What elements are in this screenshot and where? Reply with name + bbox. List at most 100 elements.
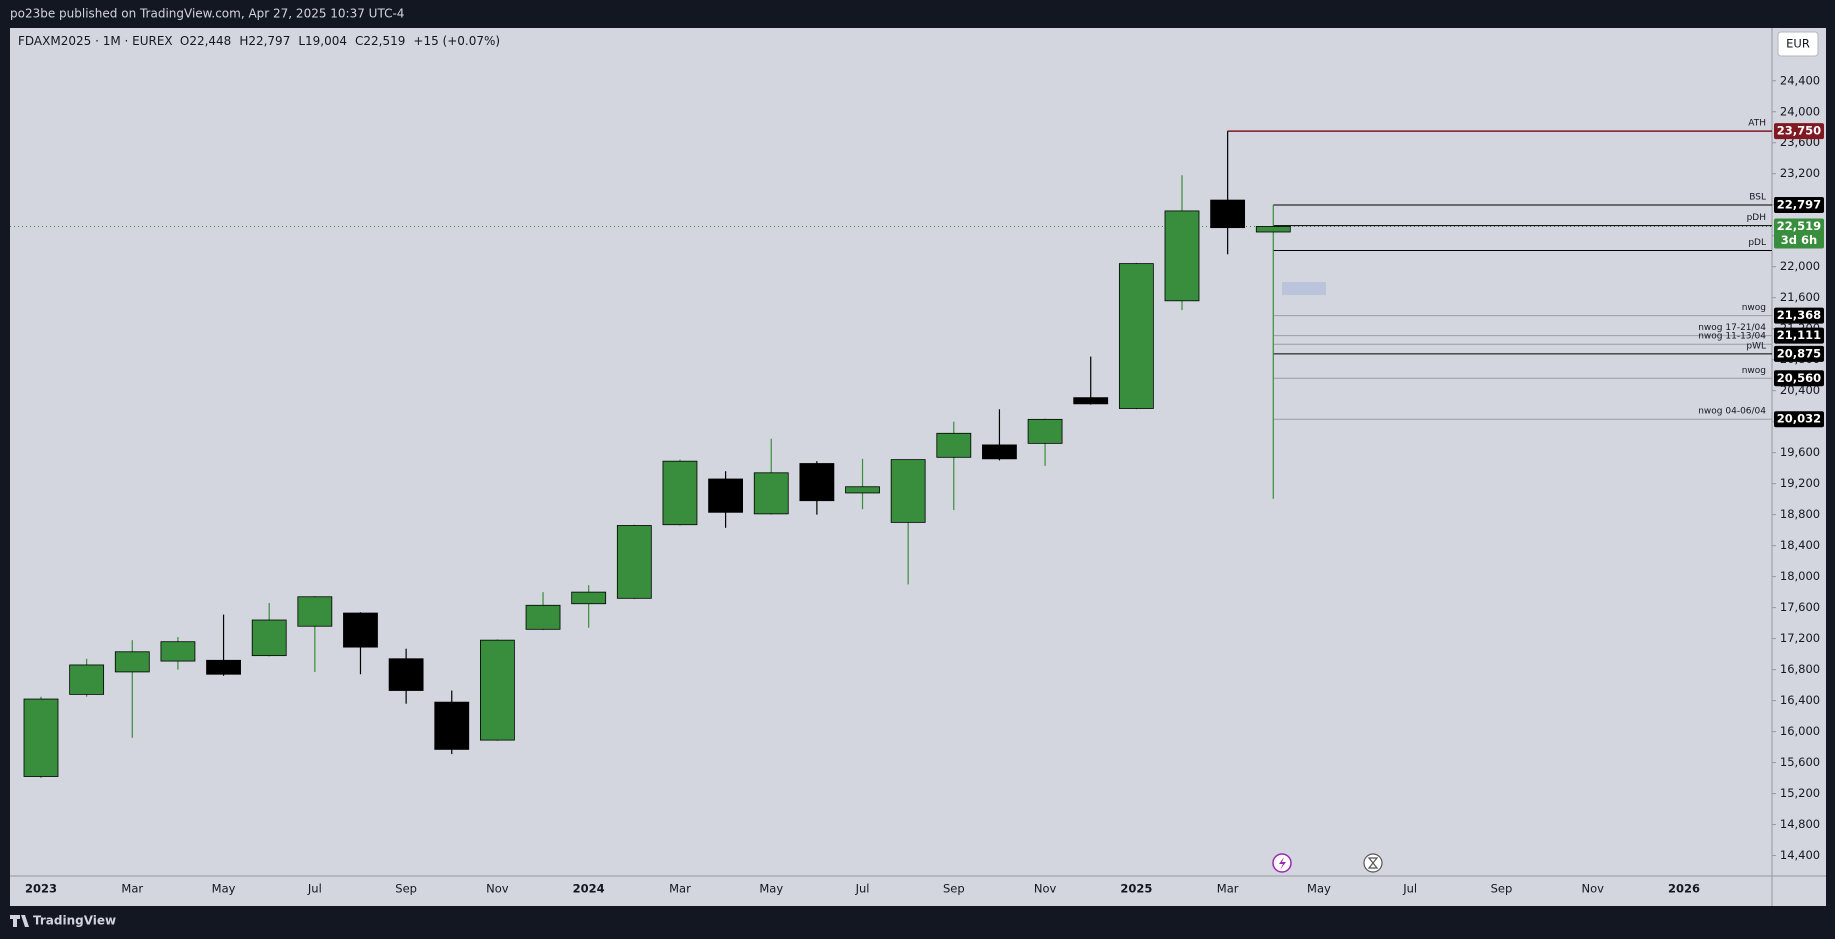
y-tick-label: 22,000 bbox=[1780, 259, 1820, 273]
candle-body bbox=[571, 591, 607, 605]
y-tick-label: 19,600 bbox=[1780, 445, 1820, 459]
x-tick-label: Mar bbox=[669, 882, 691, 896]
x-tick-label: Nov bbox=[1034, 882, 1057, 896]
level-label: nwog bbox=[1742, 366, 1766, 376]
x-tick-label: Mar bbox=[1217, 882, 1239, 896]
candle-body bbox=[160, 641, 196, 662]
level-label: nwog 17-21/04 bbox=[1698, 323, 1766, 333]
y-tick-label: 14,800 bbox=[1780, 817, 1820, 831]
x-tick-label: 2025 bbox=[1120, 882, 1152, 896]
last-price-tag bbox=[1774, 218, 1824, 249]
level-label: pDL bbox=[1748, 238, 1766, 248]
y-tick-label: 20,400 bbox=[1780, 383, 1820, 397]
level-label: pWL bbox=[1746, 341, 1766, 351]
ohlc-value: O22,448 bbox=[180, 34, 231, 48]
x-tick-label: 2026 bbox=[1668, 882, 1700, 896]
symbol-header: FDAXM2025 · 1M · EUREX O22,448 H22,797 L19,… bbox=[18, 34, 500, 48]
level-label: nwog bbox=[1742, 303, 1766, 313]
ohlc-value: H22,797 bbox=[239, 34, 290, 48]
candle-body bbox=[1164, 210, 1200, 302]
x-tick-label: Jul bbox=[307, 882, 322, 896]
candle-body bbox=[23, 698, 59, 777]
candle-body bbox=[434, 701, 470, 750]
candle-body bbox=[479, 639, 515, 741]
candle-body bbox=[251, 619, 287, 657]
currency-button[interactable] bbox=[1777, 31, 1819, 57]
price-tag-label: 21,111 bbox=[1777, 328, 1821, 342]
y-tick-label: 15,600 bbox=[1780, 755, 1820, 769]
y-tick-label: 18,800 bbox=[1780, 507, 1820, 521]
y-tick-label: 16,000 bbox=[1780, 724, 1820, 738]
top-bar bbox=[0, 0, 1835, 28]
y-tick-label: 17,600 bbox=[1780, 600, 1820, 614]
price-tag-label: 20,560 bbox=[1777, 371, 1821, 385]
x-tick-label: Nov bbox=[486, 882, 509, 896]
candle-body bbox=[388, 658, 424, 691]
candle-body bbox=[1255, 226, 1291, 233]
x-tick-label: Jul bbox=[1402, 882, 1417, 896]
x-tick-label: May bbox=[759, 882, 783, 896]
candle-body bbox=[69, 664, 105, 695]
candle-body bbox=[114, 651, 150, 673]
y-tick-label: 23,200 bbox=[1780, 166, 1820, 180]
ohlc-value: L19,004 bbox=[298, 34, 347, 48]
y-tick-label: 24,000 bbox=[1780, 104, 1820, 118]
shaded-zone bbox=[1282, 282, 1326, 295]
x-tick-label: Sep bbox=[1491, 882, 1513, 896]
x-tick-label: Sep bbox=[943, 882, 965, 896]
publisher-text: po23be published on TradingView.com, Apr… bbox=[10, 7, 404, 21]
lightning-glyph bbox=[1279, 857, 1286, 870]
level-label: ATH bbox=[1748, 119, 1766, 129]
x-tick-label: Mar bbox=[121, 882, 143, 896]
price-tag bbox=[1774, 123, 1824, 140]
price-tag bbox=[1774, 307, 1824, 324]
candle-body bbox=[1027, 418, 1063, 444]
candle-body bbox=[936, 432, 972, 458]
ohlc-value: +15 (+0.07%) bbox=[413, 34, 500, 48]
candle-body bbox=[890, 459, 926, 523]
candle-body bbox=[662, 460, 698, 526]
x-tick-label: May bbox=[212, 882, 236, 896]
candle-body bbox=[1118, 263, 1154, 409]
candle-body bbox=[708, 478, 743, 513]
x-tick-label: Jul bbox=[855, 882, 870, 896]
candle-body bbox=[206, 659, 241, 675]
y-tick-label: 16,800 bbox=[1780, 662, 1820, 676]
level-label: pDH bbox=[1747, 213, 1766, 223]
price-tag bbox=[1774, 327, 1824, 344]
candle-body bbox=[753, 472, 789, 515]
candle-body bbox=[616, 525, 652, 599]
candle-body bbox=[982, 444, 1017, 460]
x-tick-label: Nov bbox=[1582, 882, 1605, 896]
currency-label: EUR bbox=[1786, 37, 1810, 51]
candle-body bbox=[799, 463, 835, 502]
y-tick-label: 18,400 bbox=[1780, 538, 1820, 552]
hourglass-glyph bbox=[1367, 857, 1379, 869]
price-tag-label: 20,875 bbox=[1777, 346, 1821, 360]
x-tick-label: 2024 bbox=[573, 882, 605, 896]
symbol-title: FDAXM2025 · 1M · EUREX bbox=[18, 34, 172, 48]
level-label: nwog 04-06/04 bbox=[1698, 407, 1766, 417]
level-label: BSL bbox=[1749, 192, 1766, 202]
bottom-bar bbox=[0, 906, 1835, 939]
candle-body bbox=[1073, 397, 1109, 405]
y-tick-label: 19,200 bbox=[1780, 476, 1820, 490]
x-tick-label: Sep bbox=[395, 882, 417, 896]
price-tag-label: 23,750 bbox=[1777, 124, 1821, 138]
brand-text: TradingView bbox=[33, 914, 116, 928]
candle-body bbox=[845, 486, 880, 494]
ohlc-value: C22,519 bbox=[355, 34, 405, 48]
y-tick-label: 17,200 bbox=[1780, 631, 1820, 645]
price-tag-label: 20,032 bbox=[1777, 412, 1821, 426]
candle-body bbox=[343, 612, 378, 648]
y-tick-label: 14,400 bbox=[1780, 848, 1820, 862]
x-tick-label: 2023 bbox=[25, 882, 57, 896]
last-price-label: 22,519 bbox=[1777, 219, 1821, 233]
price-tag bbox=[1774, 370, 1824, 387]
y-tick-label: 18,000 bbox=[1780, 569, 1820, 583]
candle-body bbox=[525, 604, 561, 630]
y-tick-label: 24,400 bbox=[1780, 73, 1820, 87]
price-tag-label: 21,368 bbox=[1777, 308, 1821, 322]
price-tag-label: 22,797 bbox=[1777, 197, 1821, 211]
